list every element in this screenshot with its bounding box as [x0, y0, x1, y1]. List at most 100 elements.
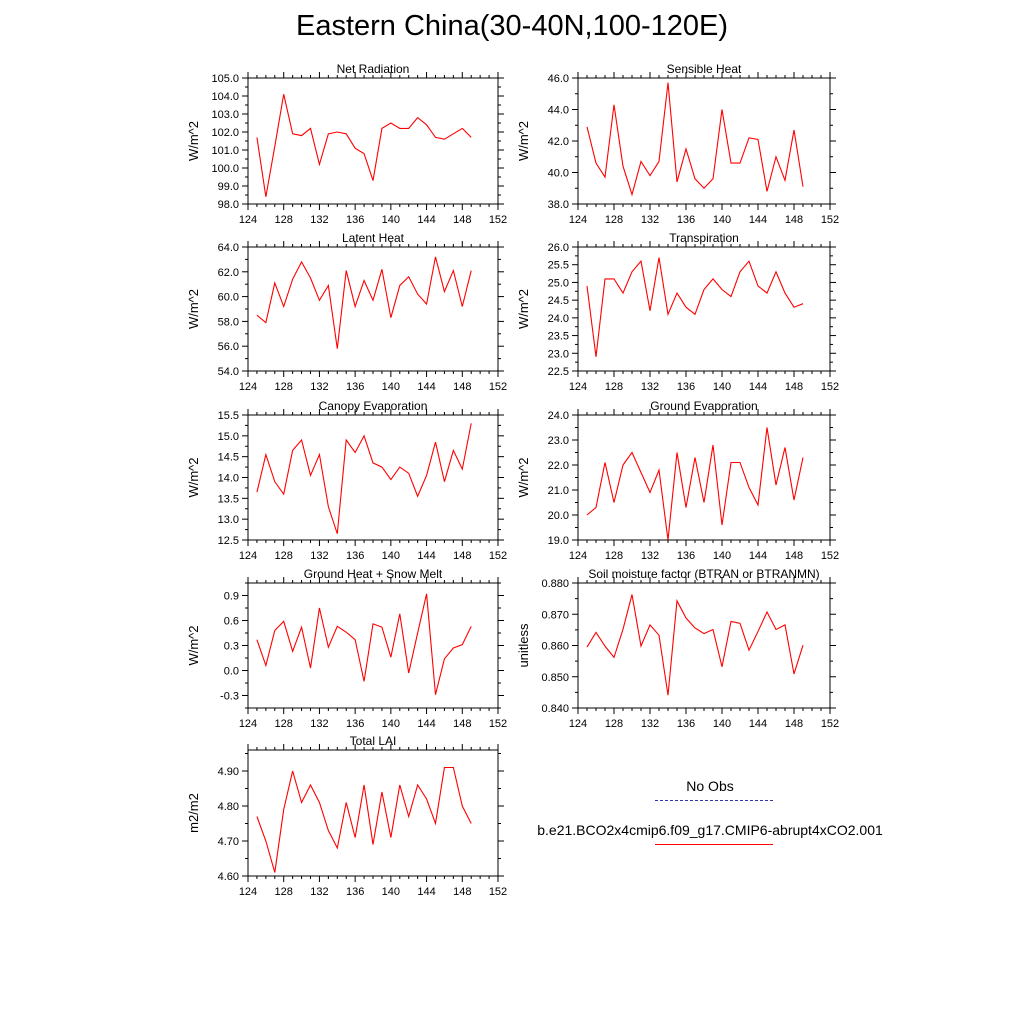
y-tick-label: 4.60	[218, 871, 239, 883]
panel-frame	[577, 582, 831, 709]
y-tick-label: 22.5	[548, 366, 569, 378]
y-tick-label: 19.0	[548, 535, 569, 547]
panel-ylabel: W/m^2	[516, 457, 531, 497]
y-tick-label: 15.5	[218, 410, 239, 422]
x-tick-label: 136	[346, 886, 364, 898]
x-tick-label: 152	[821, 718, 839, 730]
panel-ylabel: W/m^2	[186, 289, 201, 329]
x-tick-label: 144	[417, 550, 435, 562]
panel-3: Transpiration W/m^2 124 128 132 136 140 144 148 1…	[516, 231, 839, 393]
y-tick-label: 20.0	[548, 510, 569, 522]
y-tick-label: 102.0	[211, 127, 239, 139]
y-tick-label: 60.0	[218, 292, 239, 304]
x-tick-label: 140	[713, 550, 731, 562]
x-tick-label: 144	[417, 214, 435, 226]
y-tick-label: 21.0	[548, 485, 569, 497]
x-tick-label: 128	[275, 718, 293, 730]
legend-model-entry: b.e21.BCO2x4cmip6.f09_g17.CMIP6-abrupt4x…	[520, 822, 900, 866]
panel-frame	[247, 77, 499, 205]
series-line	[586, 427, 804, 541]
x-tick-label: 132	[641, 381, 659, 393]
series-line	[256, 94, 472, 197]
x-tick-label: 128	[275, 550, 293, 562]
y-tick-label: 0.850	[541, 672, 569, 684]
x-tick-label: 144	[417, 886, 435, 898]
x-tick-label: 132	[641, 214, 659, 226]
panel-frame	[247, 749, 499, 877]
x-tick-label: 124	[569, 550, 587, 562]
x-tick-label: 140	[382, 550, 400, 562]
x-tick-label: 132	[310, 718, 328, 730]
panel-title: Net Radiation	[337, 62, 410, 76]
panel-6: Ground Heat + Snow Melt W/m^2 124 128 132 136…	[186, 567, 507, 730]
x-tick-label: 124	[239, 381, 257, 393]
x-tick-label: 124	[569, 381, 587, 393]
panel-title: Latent Heat	[342, 231, 405, 245]
panel-5: Ground Evaporation W/m^2 124 128 132 136 140 14…	[516, 399, 839, 562]
y-tick-label: 38.0	[548, 199, 569, 211]
panel-0: Net Radiation W/m^2 124 128 132 136 140 144 148 1…	[186, 62, 507, 226]
x-tick-label: 132	[641, 718, 659, 730]
x-tick-label: 144	[749, 381, 767, 393]
x-tick-label: 136	[677, 550, 695, 562]
x-tick-label: 140	[713, 718, 731, 730]
y-tick-label: 24.5	[548, 295, 569, 307]
series-line	[256, 766, 472, 873]
panel-frame	[577, 414, 831, 541]
y-tick-label: 98.0	[218, 199, 239, 211]
y-tick-label: 64.0	[218, 242, 239, 254]
x-tick-label: 124	[569, 718, 587, 730]
y-tick-label: 105.0	[211, 73, 239, 85]
x-tick-label: 132	[641, 550, 659, 562]
panel-ylabel: W/m^2	[516, 121, 531, 161]
x-tick-label: 152	[821, 550, 839, 562]
y-tick-label: 54.0	[218, 366, 239, 378]
x-tick-label: 144	[749, 214, 767, 226]
x-tick-label: 144	[417, 718, 435, 730]
y-tick-label: 0.0	[224, 666, 239, 678]
x-tick-label: 132	[310, 886, 328, 898]
x-tick-label: 148	[453, 718, 471, 730]
series-line	[256, 423, 472, 534]
panel-frame	[577, 246, 831, 372]
panel-title: Sensible Heat	[667, 62, 742, 76]
y-tick-label: 40.0	[548, 168, 569, 180]
x-tick-label: 124	[569, 214, 587, 226]
y-tick-label: -0.3	[220, 691, 239, 703]
x-tick-label: 152	[821, 214, 839, 226]
panel-8: Total LAI m2/m2 124 128 132 136 140 144 148 152 4.…	[186, 734, 507, 898]
panel-1: Sensible Heat W/m^2 124 128 132 136 140 144 148 1…	[516, 62, 839, 226]
x-tick-label: 148	[453, 381, 471, 393]
y-tick-label: 104.0	[211, 91, 239, 103]
panel-title: Soil moisture factor (BTRAN or BTRANMN)	[588, 567, 819, 581]
y-tick-label: 24.0	[548, 410, 569, 422]
x-tick-label: 132	[310, 550, 328, 562]
legend-obs-label: No Obs	[686, 778, 734, 794]
x-tick-label: 144	[749, 718, 767, 730]
legend-obs-line	[655, 800, 773, 801]
panel-title: Canopy Evaporation	[319, 399, 428, 413]
y-tick-label: 0.870	[541, 609, 569, 621]
y-tick-label: 99.0	[218, 181, 239, 193]
x-tick-label: 152	[489, 886, 507, 898]
x-tick-label: 140	[382, 718, 400, 730]
x-tick-label: 148	[453, 886, 471, 898]
x-tick-label: 136	[346, 550, 364, 562]
x-tick-label: 128	[605, 718, 623, 730]
panel-ylabel: W/m^2	[186, 121, 201, 161]
panel-4: Canopy Evaporation W/m^2 124 128 132 136 140 14…	[186, 399, 507, 562]
y-tick-label: 46.0	[548, 73, 569, 85]
y-tick-label: 4.80	[218, 801, 239, 813]
y-tick-label: 62.0	[218, 267, 239, 279]
x-tick-label: 128	[605, 381, 623, 393]
x-tick-label: 144	[417, 381, 435, 393]
y-tick-label: 101.0	[211, 145, 239, 157]
x-tick-label: 124	[239, 214, 257, 226]
y-tick-label: 12.5	[218, 535, 239, 547]
y-tick-label: 56.0	[218, 341, 239, 353]
x-tick-label: 136	[346, 718, 364, 730]
x-tick-label: 140	[382, 886, 400, 898]
x-tick-label: 140	[382, 214, 400, 226]
x-tick-label: 132	[310, 214, 328, 226]
y-tick-label: 44.0	[548, 105, 569, 117]
